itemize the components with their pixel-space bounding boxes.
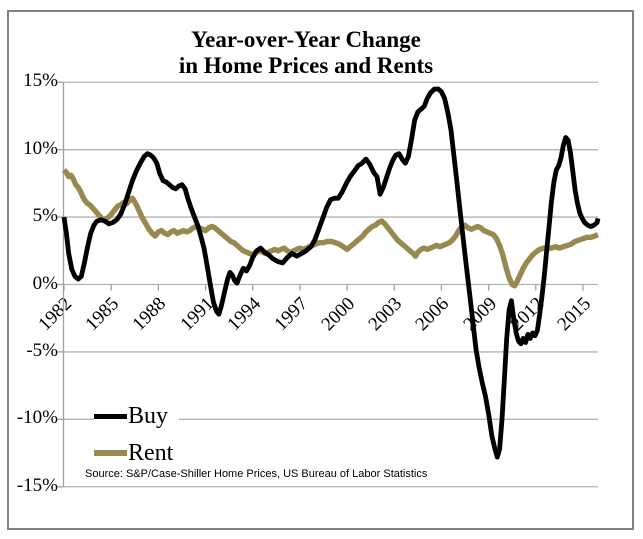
chart-title-line1: Year-over-Year Change bbox=[185, 27, 427, 53]
legend-swatch-rent bbox=[94, 450, 127, 456]
legend-item-rent: Rent bbox=[94, 440, 180, 466]
y-axis-label--15: -15% bbox=[16, 474, 58, 496]
legend: Buy Rent bbox=[94, 403, 180, 477]
y-axis-label--5: -5% bbox=[26, 339, 58, 361]
legend-label-buy: Buy bbox=[128, 403, 169, 429]
chart-title-line2: in Home Prices and Rents bbox=[172, 52, 440, 79]
y-axis-label-5: 5% bbox=[32, 205, 58, 227]
y-axis-label-0: 0% bbox=[32, 272, 58, 294]
y-axis-label--10: -10% bbox=[16, 407, 58, 429]
y-axis-label-10: 10% bbox=[23, 137, 58, 159]
legend-swatch-buy bbox=[94, 413, 127, 419]
legend-item-buy: Buy bbox=[94, 403, 180, 429]
y-axis-label-15: 15% bbox=[23, 70, 58, 92]
source-note: Source: S&P/Case-Shiller Home Prices, US… bbox=[85, 468, 428, 480]
chart-title: Year-over-Year Change in Home Prices and… bbox=[0, 27, 612, 79]
outer-border bbox=[7, 10, 634, 530]
legend-label-rent: Rent bbox=[128, 440, 174, 466]
